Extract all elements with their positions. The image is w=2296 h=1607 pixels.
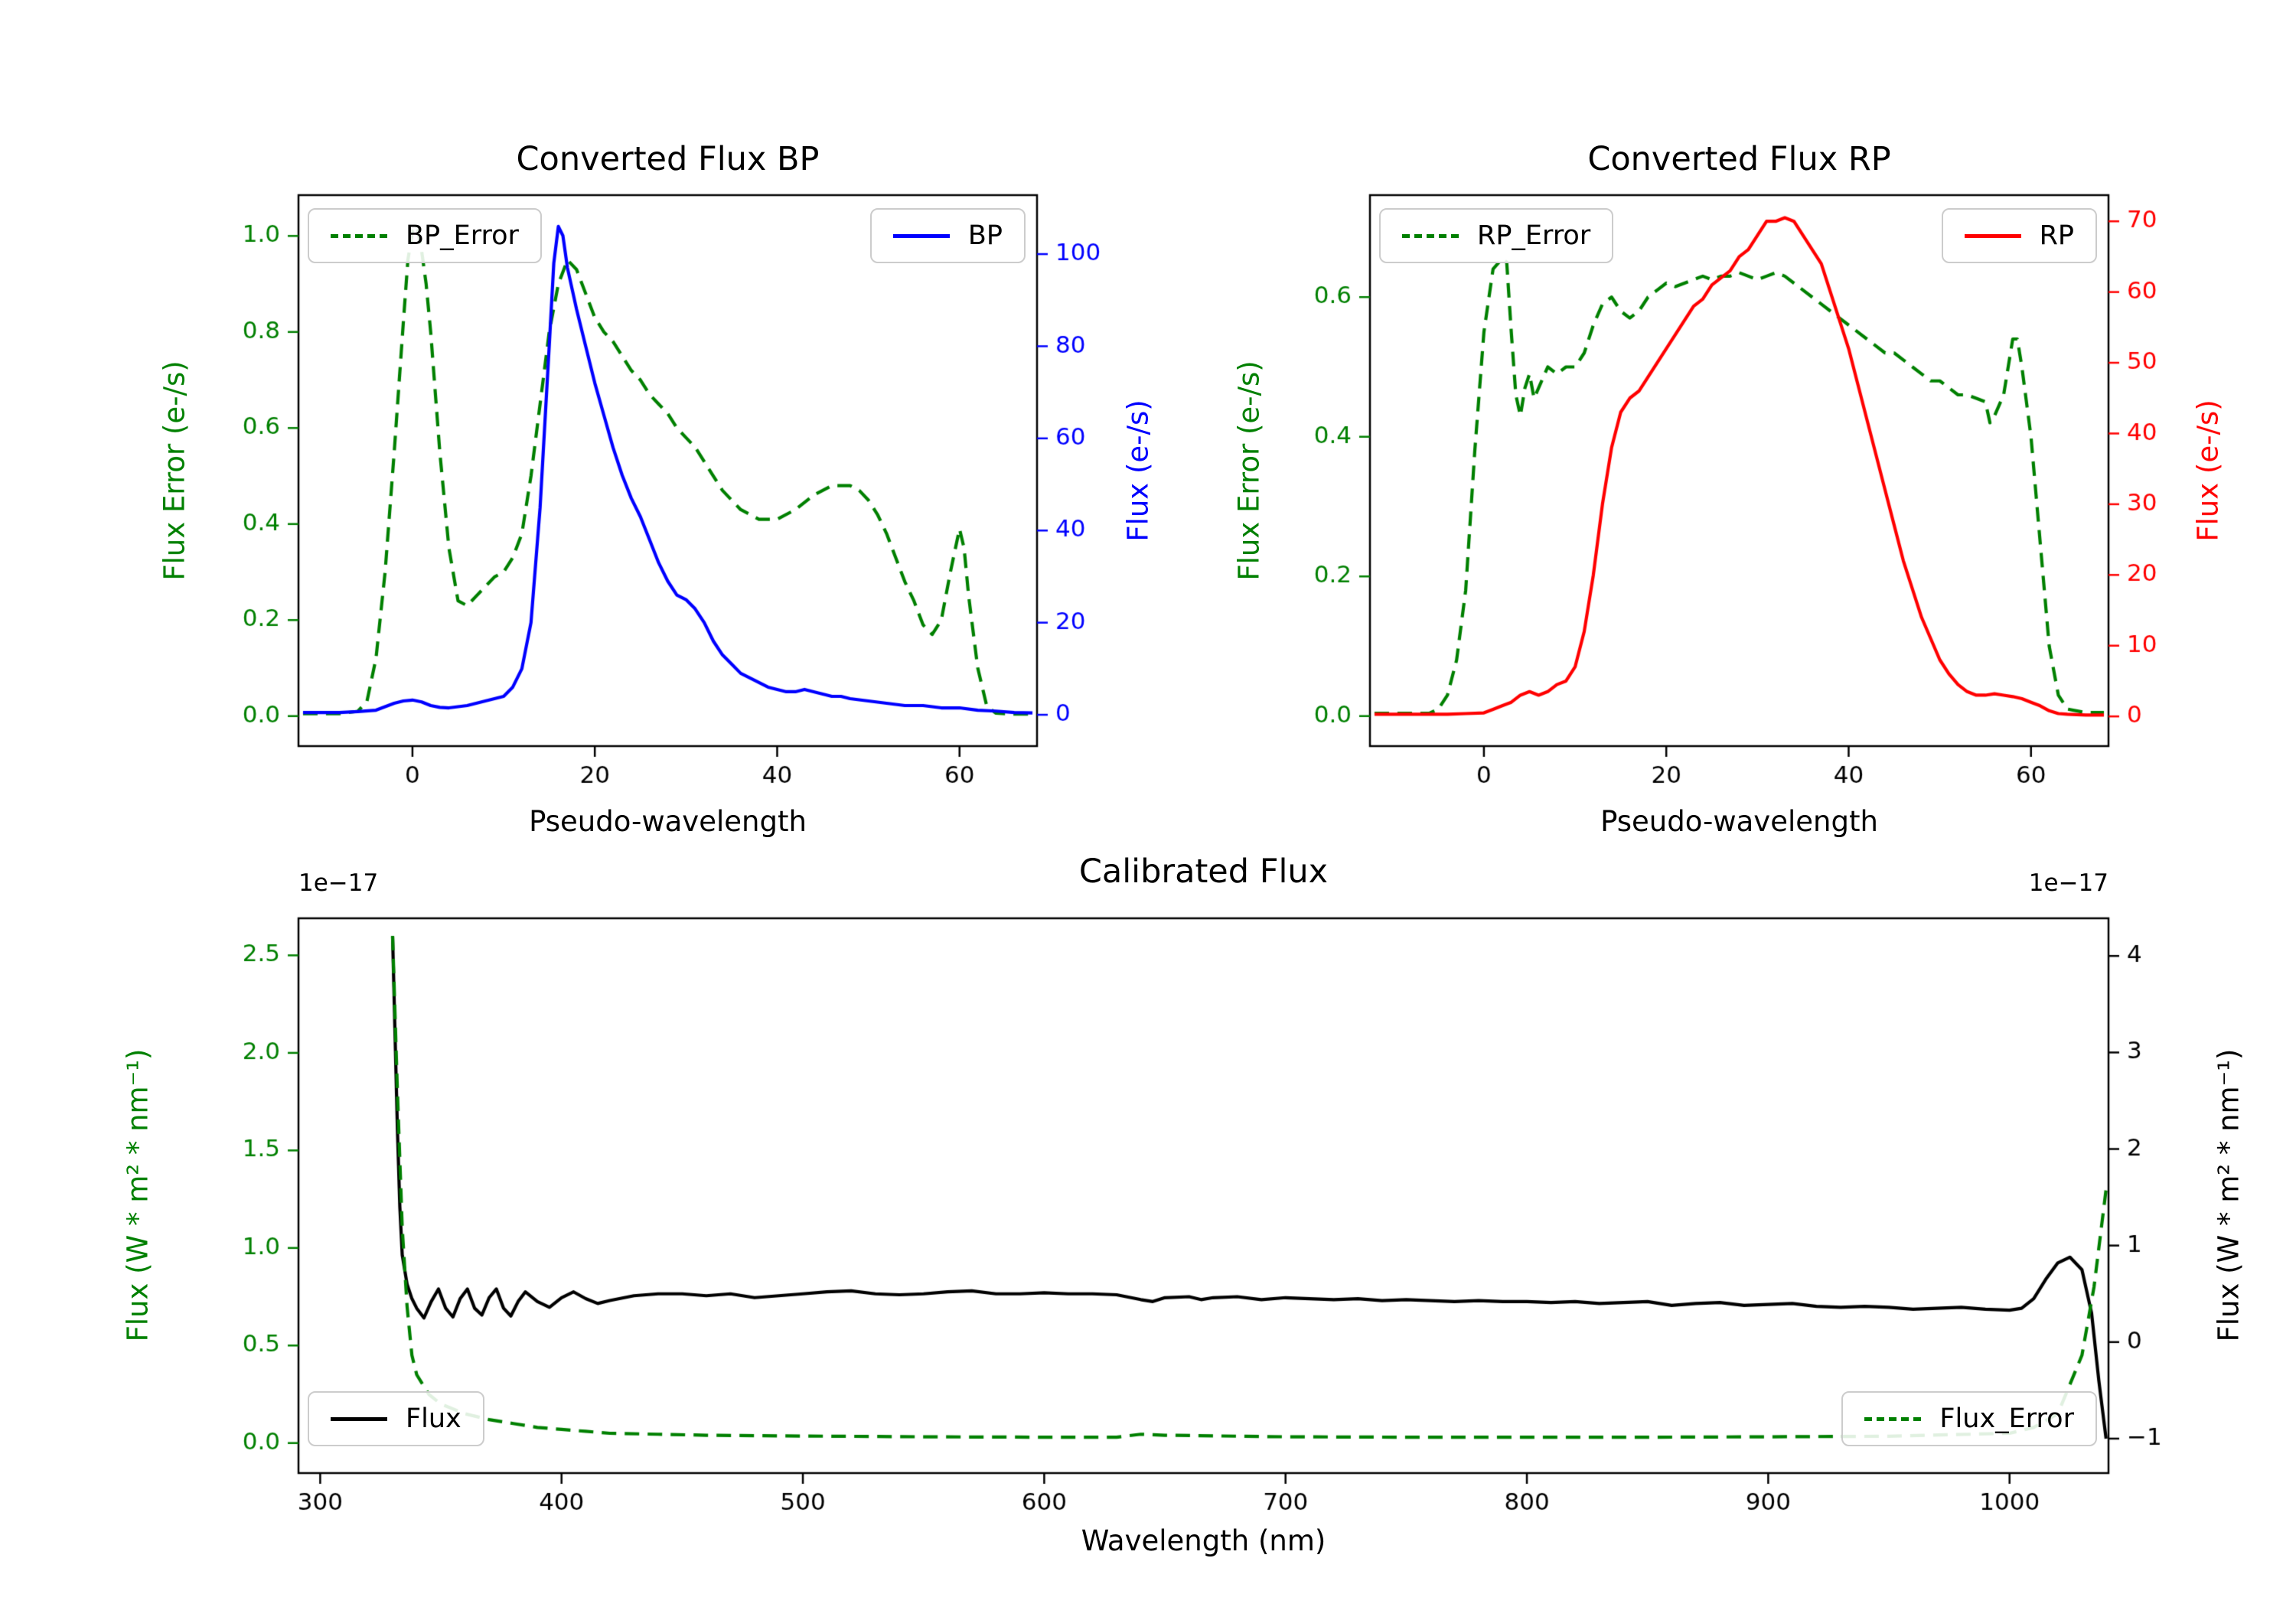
cal-chart-title: Calibrated Flux xyxy=(1078,852,1329,891)
bp-error-legend-line-icon xyxy=(331,233,387,238)
rp-xaxis-label: Pseudo-wavelength xyxy=(1600,805,1878,838)
rp-chart-title: Converted Flux RP xyxy=(1587,140,1891,178)
flux-legend: Flux xyxy=(308,1391,484,1446)
flux-error-legend-line-icon xyxy=(1864,1416,1922,1421)
cal-xaxis-label: Wavelength (nm) xyxy=(1081,1524,1326,1557)
bp-error-legend-label: BP_Error xyxy=(406,220,519,251)
cal-right-yaxis-label: Flux (W * m² * nm⁻¹) xyxy=(2212,1048,2245,1342)
bp-legend-label: BP xyxy=(967,220,1003,251)
rp-error-legend: RP_Error xyxy=(1379,208,1614,263)
bp-legend: BP xyxy=(869,208,1026,263)
bp-chart-title: Converted Flux BP xyxy=(516,140,820,178)
rp-legend-label: RP xyxy=(2039,220,2074,251)
flux-legend-label: Flux xyxy=(406,1403,461,1434)
flux-legend-line-icon xyxy=(331,1416,387,1421)
cal-left-yaxis-label: Flux (W * m² * nm⁻¹) xyxy=(121,1048,155,1342)
rp-legend: RP xyxy=(1941,208,2097,263)
rp-left-yaxis-label: Flux Error (e-/s) xyxy=(1232,360,1266,581)
rp-error-legend-line-icon xyxy=(1402,233,1459,238)
bp-legend-line-icon xyxy=(892,233,950,238)
bp-error-legend: BP_Error xyxy=(308,208,542,263)
flux-error-legend-label: Flux_Error xyxy=(1939,1403,2074,1434)
rp-right-yaxis-label: Flux (e-/s) xyxy=(2191,399,2225,542)
bp-left-yaxis-label: Flux Error (e-/s) xyxy=(158,360,191,581)
cal-left-axis-offset: 1e−17 xyxy=(298,869,379,897)
rp-legend-line-icon xyxy=(1964,233,2021,238)
flux-error-legend: Flux_Error xyxy=(1841,1391,2097,1446)
rp-error-legend-label: RP_Error xyxy=(1477,220,1591,251)
bp-xaxis-label: Pseudo-wavelength xyxy=(529,805,807,838)
cal-right-axis-offset: 1e−17 xyxy=(2028,869,2108,897)
bp-right-yaxis-label: Flux (e-/s) xyxy=(1121,399,1155,542)
